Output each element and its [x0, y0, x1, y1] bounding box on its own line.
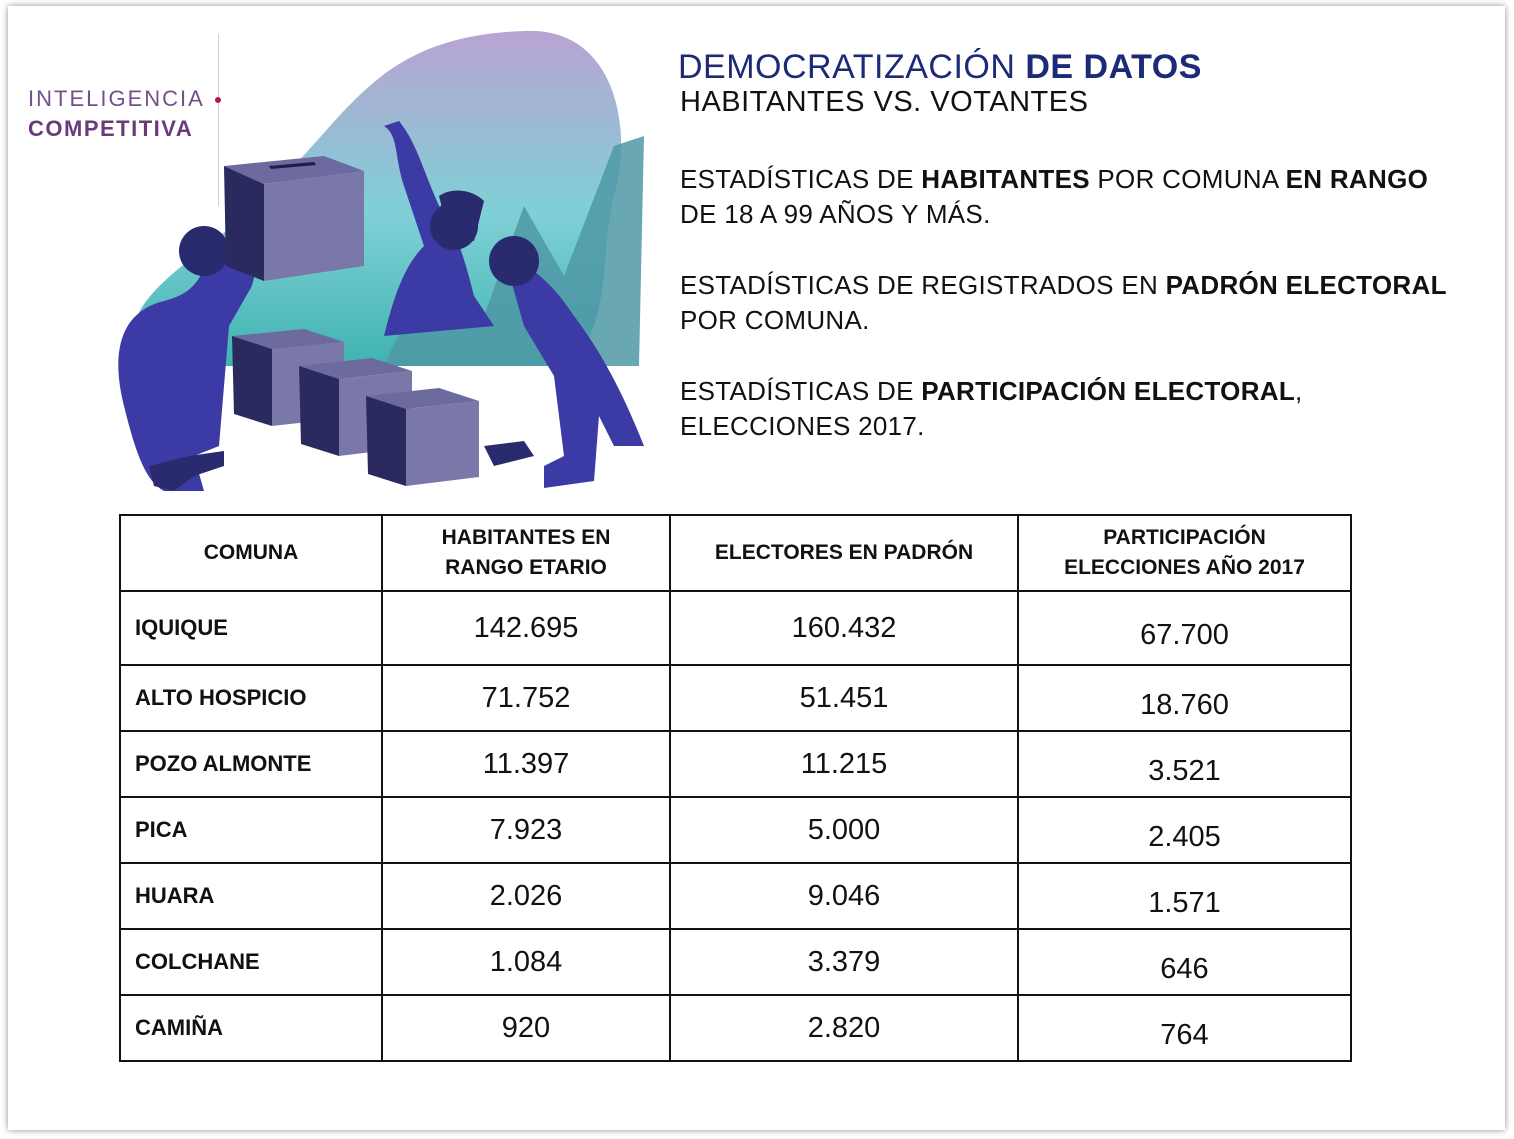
value-cell: 5.000	[669, 796, 1019, 864]
value-cell: 142.695	[381, 590, 671, 666]
table-row: CAMIÑA 920 2.820 764	[119, 994, 1352, 1062]
value-cell: 7.923	[381, 796, 671, 864]
paragraph-participacion: ESTADÍSTICAS DE PARTICIPACIÓN ELECTORAL,…	[680, 376, 1303, 441]
comuna-name-cell: COLCHANE	[119, 928, 383, 996]
header-habitantes: HABITANTES EN RANGO ETARIO	[381, 514, 671, 592]
logo-line1: INTELIGENCIA	[28, 86, 205, 111]
voters-ballot-box-illustration	[118, 30, 644, 491]
table-row: PICA 7.923 5.000 2.405	[119, 796, 1352, 864]
paragraph-habitantes: ESTADÍSTICAS DE HABITANTES POR COMUNA EN…	[680, 164, 1429, 229]
header-electores: ELECTORES EN PADRÓN	[669, 514, 1019, 592]
page-title: DEMOCRATIZACIÓN DE DATOS	[678, 48, 1202, 86]
value-cell: 2.405	[1017, 796, 1352, 864]
value-cell: 11.215	[669, 730, 1019, 798]
comuna-name-cell: HUARA	[119, 862, 383, 930]
value-cell: 18.760	[1017, 664, 1352, 732]
table-row: ALTO HOSPICIO 71.752 51.451 18.760	[119, 664, 1352, 732]
value-cell: 67.700	[1017, 590, 1352, 666]
value-cell: 71.752	[381, 664, 671, 732]
value-cell: 51.451	[669, 664, 1019, 732]
value-cell: 2.820	[669, 994, 1019, 1062]
value-cell: 646	[1017, 928, 1352, 996]
header-participacion: PARTICIPACIÓN ELECCIONES AÑO 2017	[1017, 514, 1352, 592]
ballot-box-large	[224, 156, 364, 281]
right-person	[504, 256, 644, 488]
value-cell: 9.046	[669, 862, 1019, 930]
table-row: HUARA 2.026 9.046 1.571	[119, 862, 1352, 930]
value-cell: 920	[381, 994, 671, 1062]
page-subtitle: HABITANTES VS. VOTANTES	[680, 86, 1089, 118]
logo-dot-icon	[214, 97, 221, 104]
value-cell: 764	[1017, 994, 1352, 1062]
value-cell: 1.571	[1017, 862, 1352, 930]
comuna-name-cell: POZO ALMONTE	[119, 730, 383, 798]
ballot-box-small-3	[366, 388, 479, 486]
comuna-name-cell: PICA	[119, 796, 383, 864]
value-cell: 3.379	[669, 928, 1019, 996]
comuna-name-cell: IQUIQUE	[119, 590, 383, 666]
value-cell: 2.026	[381, 862, 671, 930]
table-row: COLCHANE 1.084 3.379 646	[119, 928, 1352, 996]
table-row: IQUIQUE 142.695 160.432 67.700	[119, 590, 1352, 666]
slide: INTELIGENCIA COMPETITIVA DEMOCRATIZACIÓN…	[8, 6, 1505, 1130]
statistics-table: COMUNA HABITANTES EN RANGO ETARIO ELECTO…	[119, 514, 1352, 1062]
value-cell: 1.084	[381, 928, 671, 996]
table-row: POZO ALMONTE 11.397 11.215 3.521	[119, 730, 1352, 798]
logo: INTELIGENCIA COMPETITIVA	[28, 86, 221, 142]
comuna-name-cell: CAMIÑA	[119, 994, 383, 1062]
table-header-row: COMUNA HABITANTES EN RANGO ETARIO ELECTO…	[119, 514, 1352, 592]
value-cell: 3.521	[1017, 730, 1352, 798]
header-comuna: COMUNA	[119, 514, 383, 592]
left-person	[118, 236, 255, 491]
value-cell: 160.432	[669, 590, 1019, 666]
comuna-name-cell: ALTO HOSPICIO	[119, 664, 383, 732]
logo-line2: COMPETITIVA	[28, 116, 194, 141]
logo-divider	[218, 34, 219, 206]
paragraph-padron: ESTADÍSTICAS DE REGISTRADOS EN PADRÓN EL…	[680, 270, 1447, 335]
value-cell: 11.397	[381, 730, 671, 798]
